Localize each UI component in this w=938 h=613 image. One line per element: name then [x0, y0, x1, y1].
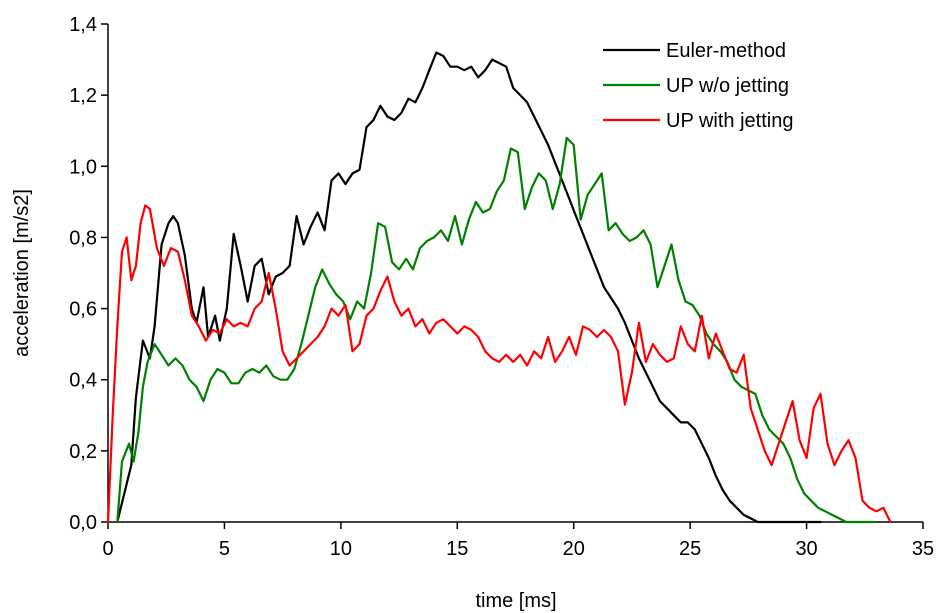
y-tick-label: 0,2 — [69, 441, 97, 463]
y-tick-label: 1,2 — [69, 85, 97, 107]
x-tick-label: 5 — [219, 538, 230, 560]
x-tick-label: 15 — [446, 538, 468, 560]
series-line-up-with-jetting — [106, 204, 892, 524]
legend-label: UP w/o jetting — [666, 75, 789, 97]
legend-label: Euler-method — [666, 40, 786, 62]
series-line-up-w-o-jetting — [116, 136, 876, 524]
y-tick-label: 0,8 — [69, 227, 97, 249]
x-axis-title: time [ms] — [475, 590, 556, 612]
y-ticks: 0,0 0,2 0,4 0,6 0,8 1,0 1,2 1,4 — [69, 14, 108, 534]
x-tick-label: 25 — [679, 538, 701, 560]
x-tick-label: 30 — [795, 538, 817, 560]
y-tick-label: 0,4 — [69, 370, 97, 392]
series-layer — [106, 51, 892, 524]
legend-label: UP with jetting — [666, 110, 793, 132]
y-tick-label: 0,0 — [69, 512, 97, 534]
series-line-euler-method — [116, 51, 822, 524]
x-ticks: 0 5 10 15 20 25 30 35 — [102, 522, 934, 560]
legend: Euler-method UP w/o jetting UP with jettin… — [603, 40, 793, 132]
y-axis-title: acceleration [m/s2] — [11, 189, 33, 357]
y-tick-label: 0,6 — [69, 299, 97, 321]
x-tick-label: 0 — [102, 538, 113, 560]
y-tick-label: 1,0 — [69, 156, 97, 178]
x-tick-label: 20 — [563, 538, 585, 560]
x-tick-label: 35 — [912, 538, 934, 560]
y-tick-label: 1,4 — [69, 14, 97, 36]
x-tick-label: 10 — [330, 538, 352, 560]
